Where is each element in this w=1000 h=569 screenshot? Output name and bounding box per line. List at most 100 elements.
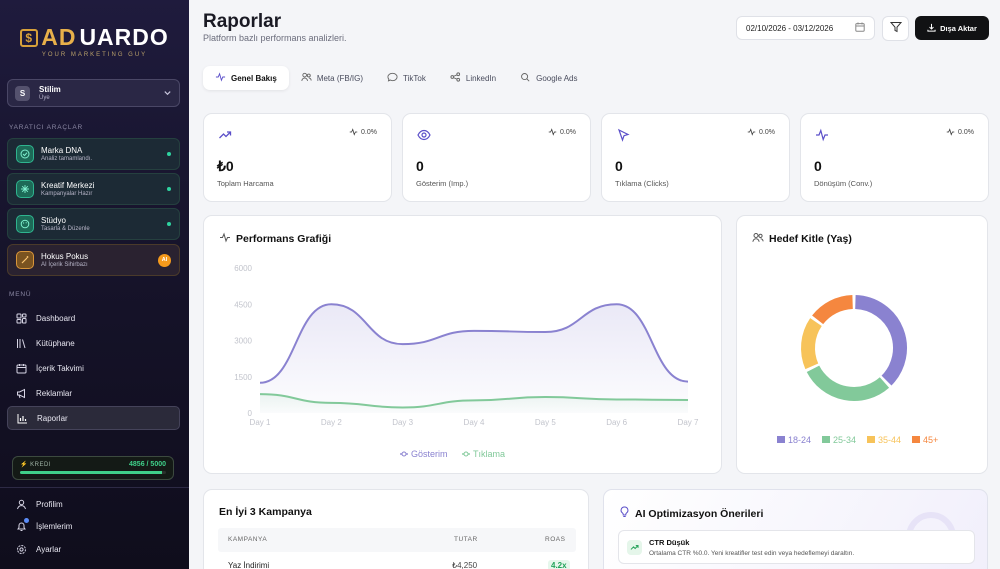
y-tick-label: 4500 — [234, 300, 252, 309]
nav-item-dashboard[interactable]: Dashboard — [7, 306, 180, 330]
nav-item-label: Dashboard — [36, 313, 76, 323]
nav-item-label: Reklamlar — [36, 388, 73, 398]
avatar: S — [15, 85, 30, 101]
divider — [0, 487, 189, 488]
bell-icon — [15, 518, 29, 532]
gear-icon — [15, 543, 27, 555]
nav-item-label: İşlemlerim — [36, 521, 73, 531]
date-range-value: 02/10/2026 - 03/12/2026 — [746, 23, 834, 33]
nav-item-label: Kütüphane — [36, 338, 75, 348]
legend-marker — [401, 451, 407, 457]
tab-google-ads[interactable]: Google Ads — [508, 66, 589, 90]
bolt-icon: ⚡ — [20, 462, 28, 468]
nav-item-ayarlar[interactable]: Ayarlar — [7, 537, 180, 561]
lightbulb-icon — [619, 506, 630, 521]
kpi-label: Toplam Harcama — [217, 179, 274, 188]
kpi-change-value: 0.0% — [958, 128, 974, 136]
logo[interactable]: $ AD UARDO YOUR MARKETING GUY — [0, 24, 189, 58]
legend-label[interactable]: 25-34 — [833, 435, 856, 445]
top-campaigns-title: En İyi 3 Kampanya — [219, 506, 312, 518]
ai-suggestions-card: AI Optimizasyon Önerileri CTR Düşük Orta… — [603, 489, 988, 569]
legend-label[interactable]: 35-44 — [878, 435, 901, 445]
activity-icon — [747, 128, 756, 136]
donut-slice-35-44[interactable] — [801, 318, 822, 370]
nav-item-label: Ayarlar — [36, 544, 62, 554]
kpi-label: Gösterim (Imp.) — [416, 179, 469, 188]
legend-label[interactable]: Gösterim — [411, 449, 448, 459]
tool-marka-dna[interactable]: Marka DNA Analiz tamamlandı. — [7, 138, 180, 170]
tools-section-label: YARATICI ARAÇLAR — [9, 124, 83, 131]
table-row[interactable]: Yaz İndirimi ₺4,250 4.2x — [218, 558, 576, 569]
suggestion-title: CTR Düşük — [649, 538, 690, 547]
tool-subtitle: Kampanyalar Hazır — [41, 191, 93, 197]
kpi-value: ₺0 — [217, 158, 234, 174]
grid-icon — [15, 312, 27, 324]
series-line — [259, 393, 689, 409]
nav-item-raporlar[interactable]: Raporlar — [7, 406, 180, 430]
tab-genel-bakis[interactable]: Genel Bakış — [203, 66, 289, 90]
nav-item-islemlerim[interactable]: İşlemlerim — [7, 514, 180, 538]
nav-item-profilim[interactable]: Profilim — [7, 492, 180, 516]
legend-swatch — [822, 436, 830, 443]
donut-slice-18-24[interactable] — [854, 295, 907, 386]
nav-item-label: Profilim — [36, 499, 63, 509]
activity-icon — [548, 128, 557, 136]
tab-label: Genel Bakış — [231, 73, 277, 83]
export-button[interactable]: Dışa Aktar — [915, 16, 989, 40]
audience-donut-chart: 18-24 25-34 35-44 45+ — [777, 295, 938, 445]
nav-item-icerik-takvimi[interactable]: İçerik Takvimi — [7, 356, 180, 380]
x-tick-label: Day 6 — [606, 418, 627, 427]
series-area — [260, 304, 688, 413]
tool-kreatif-merkezi[interactable]: Kreatif Merkezi Kampanyalar Hazır — [7, 173, 180, 205]
tool-title: Kreatif Merkezi — [41, 181, 95, 190]
suggestion-item[interactable]: CTR Düşük Ortalama CTR %0.0. Yeni kreati… — [618, 530, 975, 564]
performance-line-chart: 0 1500 3000 4500 6000 Day 1 Day 2 Day 3 Day 4 Day… — [234, 264, 699, 459]
donut-slice-25-34[interactable] — [806, 365, 890, 401]
activity-icon — [219, 232, 231, 246]
donut-slice-45+[interactable] — [812, 295, 854, 325]
tab-tiktok[interactable]: TikTok — [375, 66, 438, 90]
tool-subtitle: AI İçerik Sihirbazı — [41, 262, 88, 268]
calendar-icon — [855, 22, 865, 34]
kpi-label: Tıklama (Clicks) — [615, 179, 669, 188]
date-range-picker[interactable]: 02/10/2026 - 03/12/2026 — [736, 16, 875, 40]
tab-meta[interactable]: Meta (FB/IG) — [289, 66, 375, 90]
kpi-change: 0.0% — [548, 128, 576, 136]
page-subtitle: Platform bazlı performans analizleri. — [203, 33, 347, 43]
tool-subtitle: Analiz tamamlandı. — [41, 156, 93, 162]
kpi-change-value: 0.0% — [759, 128, 775, 136]
library-icon — [15, 337, 27, 349]
bar-chart-icon — [16, 412, 28, 424]
legend-label[interactable]: Tıklama — [473, 449, 505, 459]
tool-hokus-pokus[interactable]: Hokus Pokus AI İçerik Sihirbazı AI — [7, 244, 180, 276]
workspace-selector[interactable]: S Stilim Üye — [7, 79, 180, 107]
nav-item-kutuphane[interactable]: Kütüphane — [7, 331, 180, 355]
activity-icon — [215, 72, 226, 84]
series-line — [259, 303, 689, 384]
top-campaigns-card: En İyi 3 Kampanya KAMPANYA TUTAR ROAS Ya… — [203, 489, 589, 569]
menu-section-label: MENÜ — [9, 291, 32, 298]
campaign-amount: ₺4,250 — [452, 561, 478, 569]
kpi-value: 0 — [615, 158, 623, 174]
y-tick-label: 1500 — [234, 373, 252, 382]
tool-title: Stüdyo — [41, 216, 66, 225]
audience-chart-title: Hedef Kitle (Yaş) — [752, 232, 852, 246]
x-tick-label: Day 5 — [535, 418, 556, 427]
calendar-icon — [15, 362, 27, 374]
x-tick-label: Day 4 — [464, 418, 485, 427]
tool-studyo[interactable]: Stüdyo Tasarla & Düzenle — [7, 208, 180, 240]
table-header: KAMPANYA TUTAR ROAS — [218, 528, 576, 552]
credit-value: 4856 / 5000 — [129, 461, 166, 468]
kpi-card-spend: 0.0% ₺0 Toplam Harcama — [203, 113, 392, 202]
y-tick-label: 0 — [248, 409, 253, 418]
trending-up-icon — [218, 128, 234, 144]
filter-icon — [889, 20, 902, 38]
legend-label[interactable]: 45+ — [923, 435, 938, 445]
filter-button[interactable] — [882, 16, 909, 41]
nav-item-reklamlar[interactable]: Reklamlar — [7, 381, 180, 405]
legend-label[interactable]: 18-24 — [788, 435, 811, 445]
tab-linkedin[interactable]: LinkedIn — [438, 66, 508, 90]
search-icon — [520, 72, 531, 84]
performance-chart-title: Performans Grafiği — [219, 232, 331, 246]
performance-chart-card: Performans Grafiği 0 1500 3000 4500 6000 Day … — [203, 215, 722, 474]
